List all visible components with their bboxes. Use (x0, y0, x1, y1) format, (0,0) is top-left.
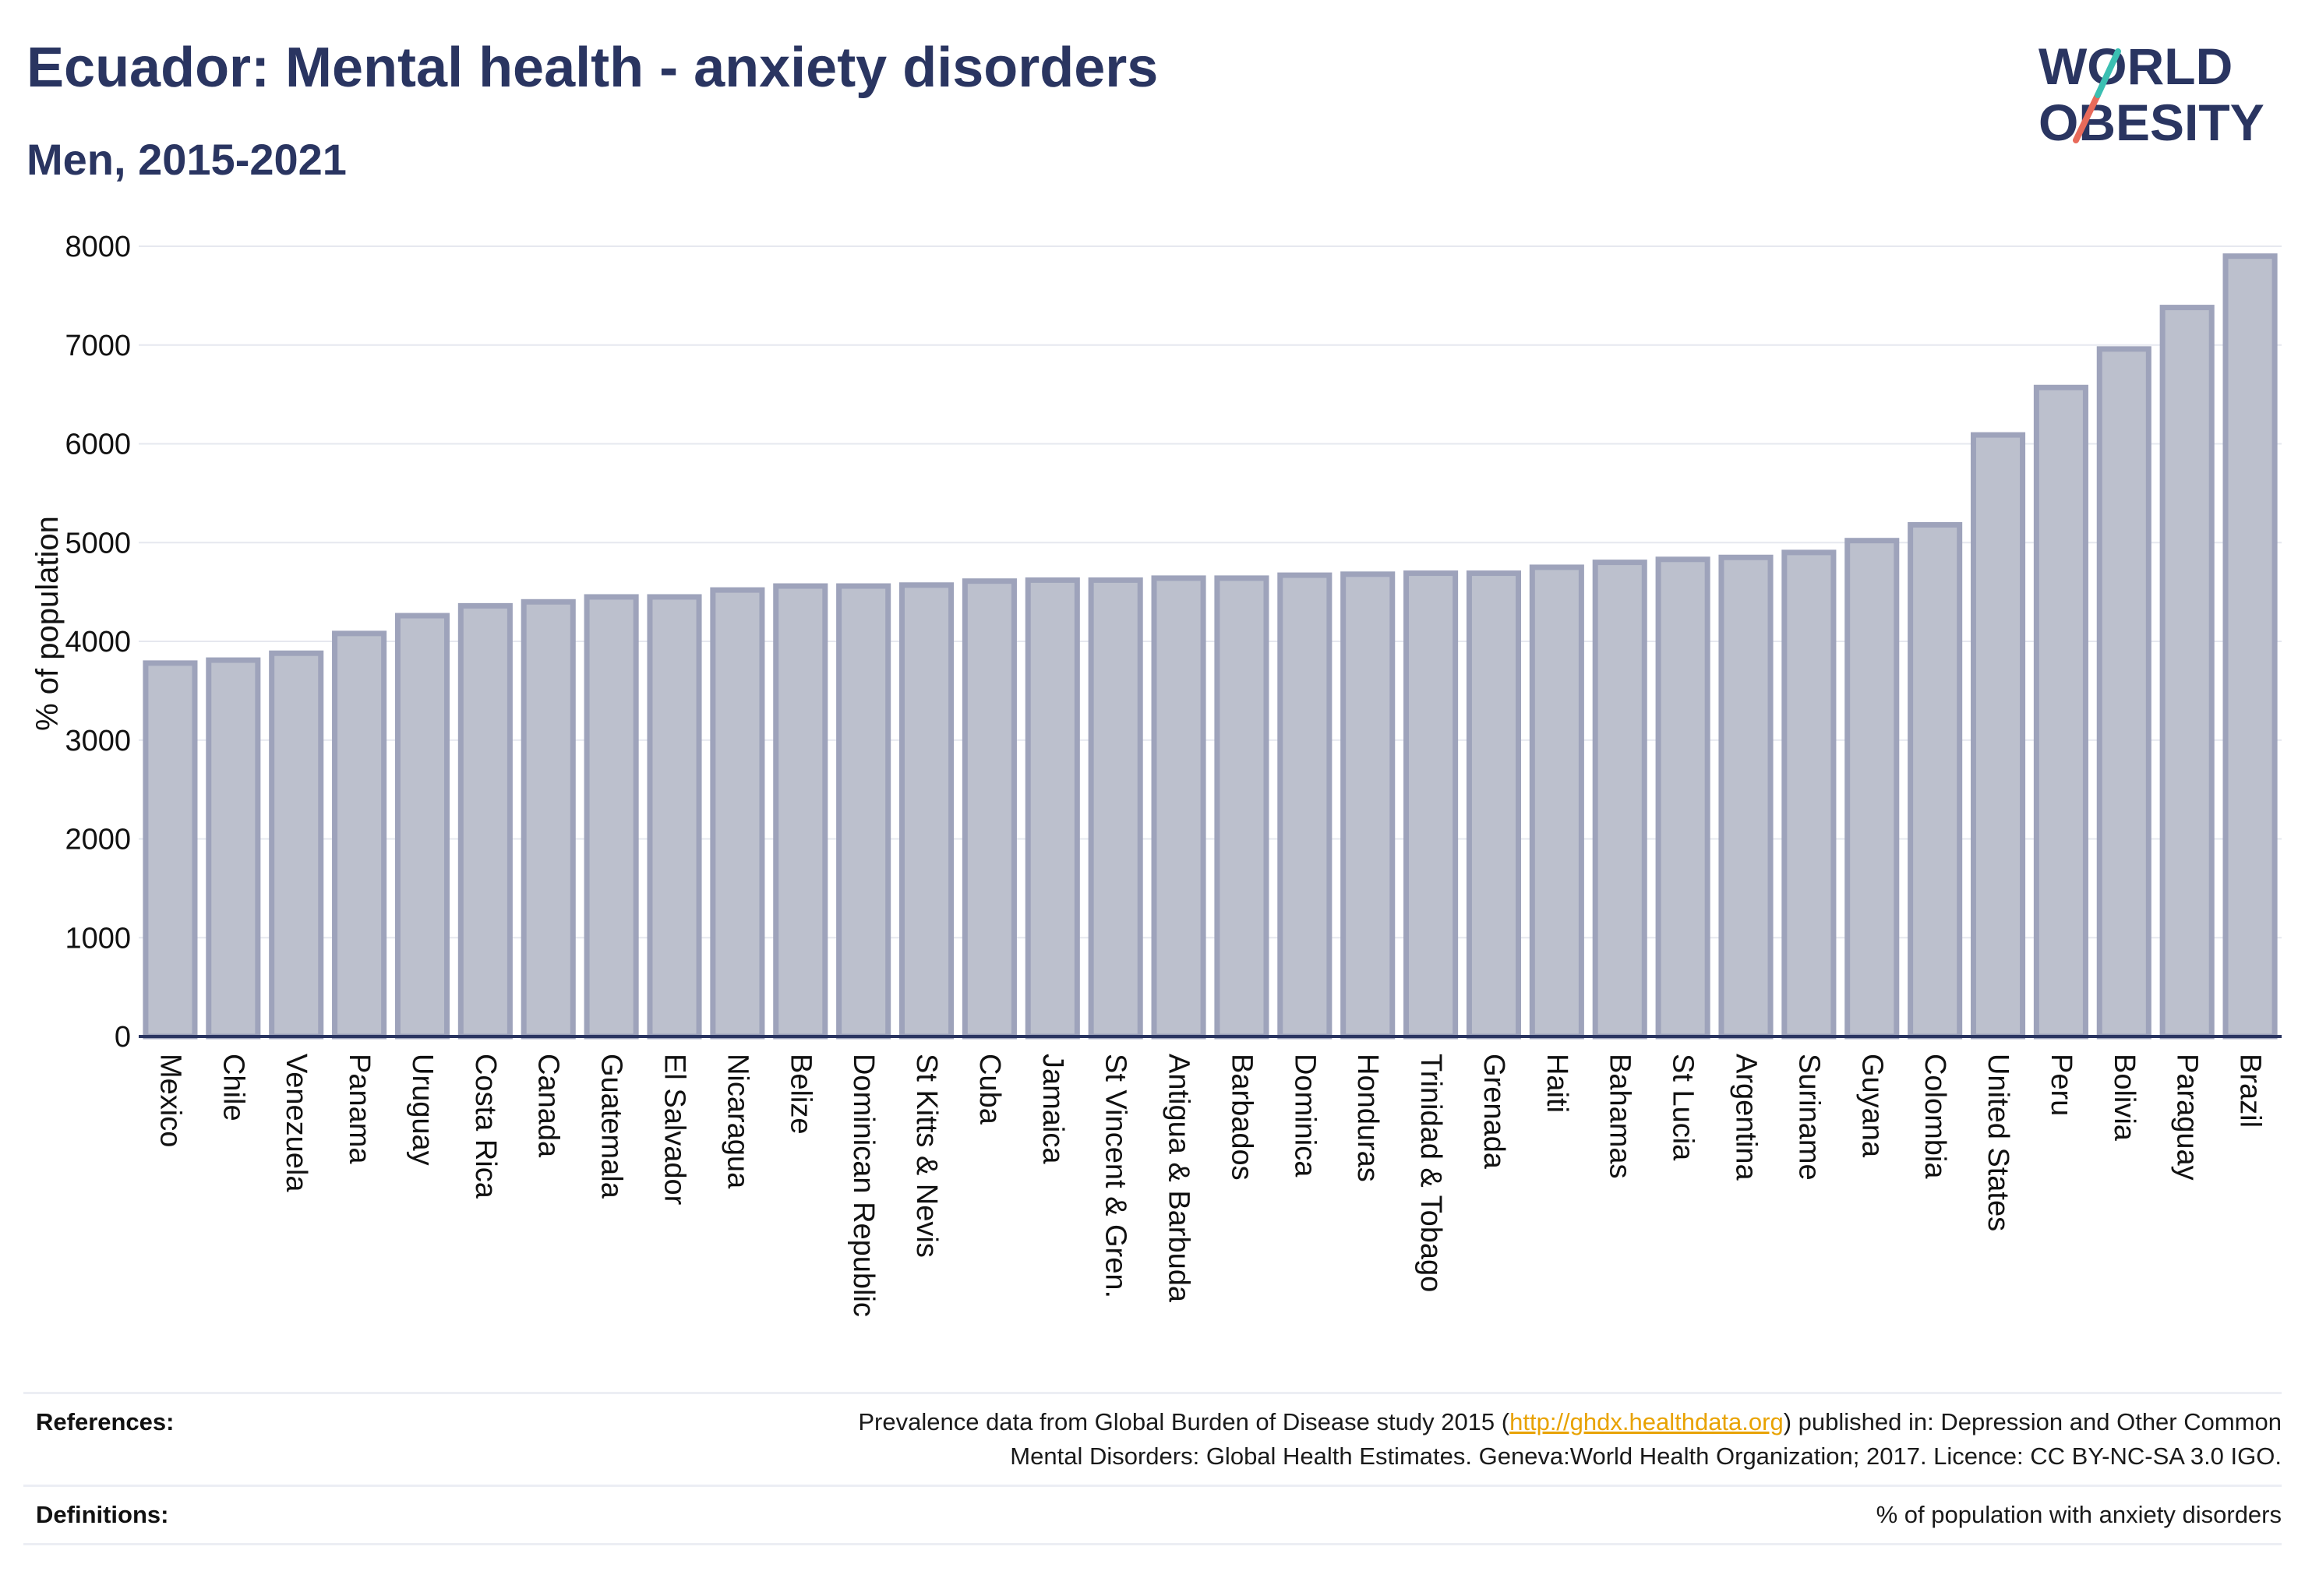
x-tick-label: Brazil (2234, 1054, 2267, 1128)
definitions-row: Definitions: % of population with anxiet… (23, 1487, 2282, 1545)
bar (2033, 384, 2088, 1040)
bar (332, 630, 387, 1040)
bar (143, 660, 198, 1040)
x-tick-label: Honduras (1351, 1054, 1384, 1182)
x-tick-label: Venezuela (280, 1054, 312, 1192)
references-line2: Mental Disorders: Global Health Estimate… (1010, 1442, 2282, 1470)
x-tick-label: Grenada (1477, 1054, 1510, 1170)
y-tick-label: 3000 (65, 725, 131, 757)
y-tick-label: 7000 (65, 330, 131, 362)
bar (206, 657, 261, 1040)
logo-slash-teal (2095, 48, 2121, 98)
x-tick-label: Dominica (1288, 1054, 1321, 1178)
x-tick-label: Haiti (1541, 1054, 1573, 1113)
bar (1151, 575, 1206, 1040)
x-tick-label: Cuba (973, 1054, 1006, 1125)
bar (584, 594, 639, 1040)
bar (2222, 253, 2278, 1040)
bar (773, 583, 828, 1040)
world-obesity-logo: WORLD OBESITY (2038, 37, 2264, 151)
bar (457, 602, 513, 1040)
y-tick-label: 1000 (65, 922, 131, 955)
bar (1908, 521, 1963, 1040)
x-tick-label: Bahamas (1604, 1054, 1636, 1179)
x-tick-label: Colombia (1918, 1054, 1951, 1179)
x-tick-label: Argentina (1730, 1054, 1763, 1181)
x-tick-label: Mexico (154, 1054, 186, 1147)
logo-slash-red (2073, 92, 2101, 143)
definitions-label: Definitions: (36, 1501, 169, 1528)
bar (1466, 570, 1522, 1040)
bar (521, 598, 576, 1040)
x-tick-label: Chile (217, 1054, 249, 1121)
references-link[interactable]: http://ghdx.healthdata.org (1509, 1408, 1784, 1435)
x-tick-label: Costa Rica (469, 1054, 502, 1199)
x-tick-label: Guyana (1855, 1054, 1888, 1158)
bar (1718, 554, 1774, 1040)
bar (647, 594, 702, 1040)
page-subtitle: Men, 2015-2021 (26, 135, 347, 184)
references-text: Prevalence data from Global Burden of Di… (567, 1405, 2282, 1474)
page-title: Ecuador: Mental health - anxiety disorde… (26, 37, 1159, 99)
x-tick-label: Belize (784, 1054, 817, 1135)
bar (1970, 432, 2026, 1040)
bar (1340, 571, 1396, 1040)
x-tick-label: Canada (532, 1054, 565, 1158)
bar (1403, 570, 1459, 1040)
references-table: References: Prevalence data from Global … (23, 1392, 2282, 1545)
bar (1088, 577, 1143, 1040)
logo-line1: WORLD (2038, 37, 2233, 95)
bar (1277, 572, 1333, 1040)
bar (962, 578, 1017, 1040)
bar (1529, 564, 1584, 1040)
x-tick-label: Panama (343, 1054, 376, 1164)
bar-chart: 0 1000 2000 3000 4000 5000 6000 7000 8000 Mexico C… (30, 231, 2282, 1317)
references-text-after: ) published in: Depression and Other Com… (1783, 1408, 2282, 1435)
x-tick-label: Trinidad & Tobago (1414, 1054, 1447, 1292)
references-label: References: (36, 1408, 175, 1435)
x-tick-label: Jamaica (1036, 1054, 1069, 1164)
y-tick-label: 4000 (65, 626, 131, 659)
x-tick-label: Barbados (1225, 1054, 1258, 1181)
bar (2096, 346, 2151, 1040)
x-tick-label: St Vincent & Gren. (1100, 1054, 1132, 1298)
x-tick-label: Peru (2045, 1054, 2077, 1116)
x-tick-label: Nicaragua (721, 1054, 754, 1189)
bar (394, 613, 450, 1040)
references-text-before: Prevalence data from Global Burden of Di… (858, 1408, 1510, 1435)
definitions-text: % of population with anxiety disorders (1876, 1501, 2282, 1528)
bar (1844, 538, 1900, 1040)
label-layer: 0 1000 2000 3000 4000 5000 6000 7000 8000 Mexico C… (65, 231, 2266, 1317)
bar (2159, 305, 2215, 1040)
x-tick-label: Paraguay (2171, 1054, 2204, 1181)
bar-layer (143, 253, 2278, 1040)
x-tick-label: Guatemala (595, 1054, 628, 1199)
bar (1655, 556, 1710, 1040)
x-tick-label: Bolivia (2108, 1054, 2141, 1142)
bar (1592, 560, 1647, 1040)
bar (836, 583, 891, 1040)
bar (1025, 577, 1080, 1040)
bar (269, 650, 324, 1040)
x-tick-label: Dominican Republic (847, 1054, 880, 1317)
bar (1214, 575, 1269, 1040)
x-tick-label: United States (1982, 1054, 2014, 1231)
y-axis-label: % of population (30, 516, 65, 731)
y-tick-label: 8000 (65, 231, 131, 263)
bar (898, 582, 955, 1040)
bar (1781, 549, 1837, 1040)
y-tick-label: 5000 (65, 527, 131, 560)
x-tick-label: Suriname (1792, 1054, 1825, 1181)
x-tick-label: St Kitts & Nevis (910, 1054, 943, 1258)
x-tick-label: El Salvador (658, 1054, 691, 1206)
y-tick-label: 6000 (65, 429, 131, 461)
x-tick-label: Antigua & Barbuda (1163, 1054, 1195, 1303)
x-tick-label: St Lucia (1667, 1054, 1700, 1161)
y-tick-label: 2000 (65, 824, 131, 856)
bar (710, 587, 765, 1040)
x-tick-label: Uruguay (406, 1054, 439, 1166)
references-row: References: Prevalence data from Global … (23, 1394, 2282, 1487)
y-tick-label: 0 (115, 1021, 131, 1054)
